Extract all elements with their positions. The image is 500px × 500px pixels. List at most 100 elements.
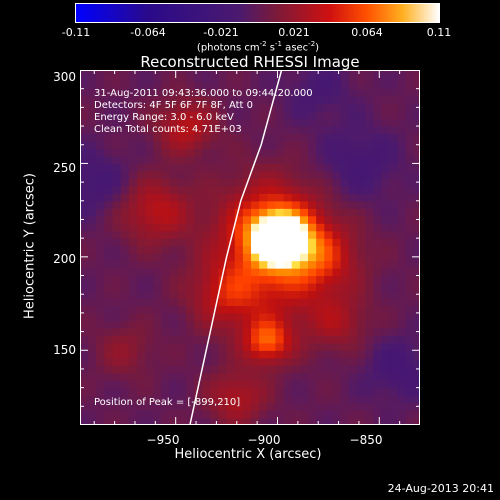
- heatmap-cell: [153, 238, 163, 247]
- heatmap-cell: [153, 380, 163, 389]
- heatmap-cell: [234, 170, 244, 179]
- heatmap-cell: [128, 70, 138, 75]
- heatmap-cell: [365, 96, 374, 105]
- heatmap-cell: [202, 335, 211, 344]
- colorbar-tick: 0.064: [351, 26, 383, 39]
- heatmap-cell: [316, 342, 325, 351]
- heatmap-cell: [316, 163, 325, 172]
- heatmap-cell: [348, 290, 358, 299]
- heatmap-cell: [340, 260, 350, 269]
- heatmap-cell: [120, 335, 130, 344]
- heatmap-cell: [373, 417, 382, 425]
- heatmap-cell: [251, 238, 260, 247]
- heatmap-cell: [365, 350, 374, 359]
- heatmap-cell: [373, 238, 382, 247]
- heatmap-cell: [308, 350, 317, 359]
- heatmap-cell: [185, 342, 195, 351]
- heatmap-cell: [177, 350, 187, 359]
- heatmap-cell: [291, 163, 301, 172]
- heatmap-cell: [251, 163, 260, 172]
- heatmap-cell: [340, 126, 350, 135]
- heatmap-cell: [104, 170, 114, 179]
- heatmap-cell: [308, 88, 317, 97]
- heatmap-cell: [259, 365, 268, 374]
- heatmap-cell: [365, 320, 374, 329]
- heatmap-cell: [96, 245, 106, 254]
- heatmap-cell: [96, 372, 106, 381]
- heatmap-cell: [405, 320, 415, 329]
- heatmap-cell: [153, 96, 163, 105]
- heatmap-cell: [299, 88, 309, 97]
- heatmap-cell: [381, 342, 391, 351]
- heatmap-cell: [308, 193, 317, 202]
- heatmap-cell: [210, 372, 220, 381]
- heatmap-cell: [137, 417, 146, 425]
- heatmap-cell: [145, 245, 154, 254]
- heatmap-cell: [137, 357, 146, 366]
- heatmap-cell: [291, 230, 301, 239]
- heatmap-cell: [153, 417, 163, 425]
- heatmap-cell: [169, 200, 179, 209]
- heatmap-cell: [291, 260, 301, 269]
- heatmap-cell: [161, 357, 171, 366]
- heatmap-cell: [356, 268, 366, 277]
- heatmap-cell: [80, 88, 89, 97]
- heatmap-cell: [324, 372, 334, 381]
- heatmap-cell: [226, 365, 236, 374]
- heatmap-cell: [88, 96, 97, 105]
- heatmap-cell: [381, 417, 391, 425]
- heatmap-cell: [226, 290, 236, 299]
- heatmap-cell: [389, 163, 399, 172]
- heatmap-cell: [234, 402, 244, 411]
- heatmap-cell: [194, 118, 203, 127]
- heatmap-cell: [340, 148, 350, 157]
- heatmap-cell: [381, 283, 391, 292]
- colorbar: [75, 3, 440, 23]
- heatmap-cell: [218, 297, 228, 307]
- heatmap-cell: [104, 290, 114, 299]
- heatmap-cell: [137, 81, 146, 90]
- heatmap-cell: [405, 380, 415, 389]
- axis-ticks: [80, 70, 420, 425]
- heatmap-cell: [283, 320, 293, 329]
- heatmap-cell: [161, 111, 171, 120]
- heatmap-cell: [202, 357, 211, 366]
- heatmap-cell: [267, 141, 277, 150]
- heatmap-cell: [161, 103, 171, 112]
- heatmap-cell: [104, 238, 114, 247]
- heatmap-cell: [177, 208, 187, 217]
- heatmap-cell: [356, 350, 366, 359]
- heatmap-cell: [234, 350, 244, 359]
- heatmap-cell: [80, 230, 89, 239]
- heatmap-cell: [242, 327, 252, 336]
- heatmap-cell: [88, 170, 97, 179]
- heatmap-cell: [389, 230, 399, 239]
- heatmap-cell: [169, 170, 179, 179]
- heatmap-cell: [112, 155, 122, 165]
- heatmap-cell: [80, 148, 89, 157]
- heatmap-cell: [120, 342, 130, 351]
- heatmap-cell: [373, 163, 382, 172]
- heatmap-cell: [299, 327, 309, 336]
- heatmap-cell: [356, 118, 366, 127]
- heatmap-cell: [80, 126, 89, 135]
- heatmap-cell: [226, 342, 236, 351]
- heatmap-cell: [128, 193, 138, 202]
- heatmap-cell: [356, 342, 366, 351]
- heatmap-cell: [283, 290, 293, 299]
- heatmap-cell: [373, 275, 382, 284]
- heatmap-cell: [291, 238, 301, 247]
- heatmap-cell: [185, 155, 195, 165]
- heatmap-cell: [259, 268, 268, 277]
- heatmap-cell: [210, 297, 220, 307]
- heatmap-cell: [153, 245, 163, 254]
- heatmap-cell: [210, 133, 220, 142]
- heatmap-cell: [226, 133, 236, 142]
- colorbar-tick: 0.11: [426, 26, 452, 39]
- heatmap-cell: [169, 118, 179, 127]
- heatmap-cell: [340, 103, 350, 112]
- heatmap-cell: [137, 275, 146, 284]
- heatmap-cell: [283, 350, 293, 359]
- heatmap-cell: [251, 410, 260, 419]
- heatmap-cell: [218, 155, 228, 165]
